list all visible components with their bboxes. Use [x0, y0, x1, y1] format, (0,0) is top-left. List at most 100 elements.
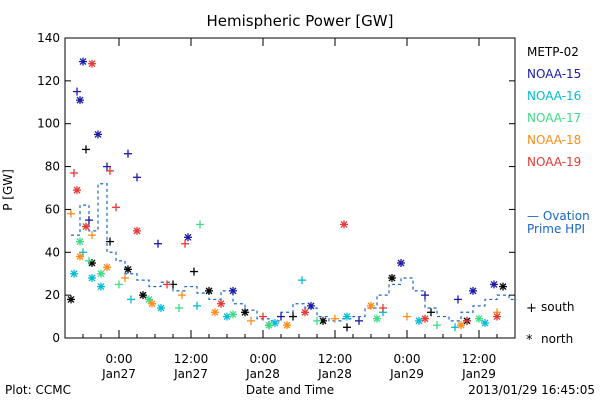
data-point-north — [373, 314, 381, 323]
data-point-south — [181, 239, 189, 248]
data-point-north — [124, 265, 132, 274]
data-point-south — [454, 295, 462, 304]
data-point-north — [241, 308, 249, 317]
data-point-south — [433, 321, 441, 330]
data-point-north — [82, 222, 90, 231]
data-point-north — [97, 282, 105, 291]
x-tick-label-time: 12:00 — [174, 352, 209, 366]
data-point-north — [265, 321, 273, 330]
data-point-north — [481, 319, 489, 327]
legend-entry: NOAA-19 — [527, 155, 581, 169]
data-point-north — [307, 301, 315, 310]
data-point-south — [79, 248, 87, 257]
y-tick-label: 60 — [45, 202, 60, 216]
legend-entry: NOAA-16 — [527, 89, 581, 103]
data-point-south — [175, 304, 183, 312]
x-tick-label-date: Jan28 — [317, 367, 352, 381]
y-tick-label: 120 — [37, 74, 60, 88]
x-tick-label-time: 0:00 — [394, 352, 421, 366]
data-point-north — [223, 312, 231, 321]
data-point-south — [343, 323, 351, 332]
x-tick-label-time: 12:00 — [318, 352, 353, 366]
north-marker-label: north — [541, 332, 573, 346]
data-point-north — [133, 226, 141, 235]
data-point-south — [106, 166, 114, 175]
data-point-south — [289, 312, 297, 321]
x-tick-label-time: 0:00 — [106, 352, 133, 366]
data-point-north — [211, 308, 219, 317]
data-point-north — [457, 321, 465, 330]
x-tick-label-date: Jan29 — [389, 367, 424, 381]
data-point-north — [388, 274, 396, 282]
data-point-north — [88, 274, 96, 282]
legend-entry: METP-02 — [527, 45, 579, 59]
data-point-north — [148, 299, 156, 308]
data-point-north — [229, 286, 237, 295]
south-marker-label: south — [541, 300, 575, 314]
data-point-south — [427, 308, 435, 317]
data-point-north — [421, 314, 429, 323]
data-point-north — [367, 301, 375, 310]
ovation-prime-line — [71, 183, 517, 322]
y-tick-label: 20 — [45, 288, 60, 302]
data-point-south — [355, 316, 363, 325]
data-point-south — [298, 276, 306, 285]
data-point-south — [154, 239, 162, 248]
data-point-south — [190, 267, 198, 276]
data-point-north — [490, 280, 498, 289]
data-point-north — [499, 282, 507, 291]
legend-entry: NOAA-18 — [527, 133, 581, 147]
data-point-south — [463, 316, 471, 325]
data-point-south — [70, 169, 78, 177]
legend: METP-02 NOAA-15 NOAA-16 NOAA-17 NOAA-18 NOAA-… — [527, 45, 581, 169]
y-tick-label: 100 — [37, 117, 60, 131]
data-point-north — [217, 299, 225, 308]
data-point-north — [397, 259, 405, 267]
data-point-north — [475, 314, 483, 323]
data-point-north — [229, 310, 237, 319]
data-point-south — [178, 291, 186, 300]
data-point-south — [259, 312, 267, 321]
plot-frame — [64, 37, 516, 339]
chart-title: Hemispheric Power [GW] — [207, 12, 394, 30]
legend-entry: NOAA-17 — [527, 111, 581, 125]
data-point-north — [319, 316, 327, 325]
data-point-south — [121, 274, 129, 282]
data-point-north — [67, 295, 75, 304]
data-point-north — [97, 269, 105, 278]
y-tick-label: 40 — [45, 245, 60, 259]
data-point-south — [193, 301, 201, 310]
data-point-south — [127, 295, 135, 304]
data-point-south — [247, 316, 255, 325]
footer-timestamp: 2013/01/29 16:45:05 — [468, 383, 595, 397]
data-point-north — [94, 130, 102, 139]
south-marker-symbol: + — [526, 301, 537, 316]
data-point-north — [283, 321, 291, 330]
ovation-label-line2: Prime HPI — [527, 222, 585, 236]
data-point-north — [469, 286, 477, 295]
data-point-south — [124, 149, 132, 158]
data-point-south — [88, 231, 96, 240]
data-point-south — [106, 237, 114, 246]
data-point-south — [112, 203, 120, 212]
data-point-south — [331, 314, 339, 323]
x-axis-label: Date and Time — [246, 383, 334, 397]
data-point-north — [88, 59, 96, 68]
y-tick-label: 0 — [52, 331, 60, 345]
data-point-south — [67, 209, 75, 218]
data-point-south — [379, 304, 387, 312]
x-tick-label-date: Jan28 — [245, 367, 280, 381]
data-point-south — [196, 220, 204, 229]
x-tick-label-date: Jan27 — [173, 367, 208, 381]
data-point-south — [115, 280, 123, 289]
data-point-north — [493, 312, 501, 321]
data-point-north — [76, 237, 84, 246]
data-point-south — [313, 316, 321, 325]
x-tick-label-date: Jan27 — [101, 367, 136, 381]
y-tick-label: 80 — [45, 160, 60, 174]
data-point-south — [403, 312, 411, 321]
data-point-south — [451, 323, 459, 332]
ovation-label-line1: — Ovation — [527, 209, 590, 223]
data-point-north — [205, 286, 213, 295]
